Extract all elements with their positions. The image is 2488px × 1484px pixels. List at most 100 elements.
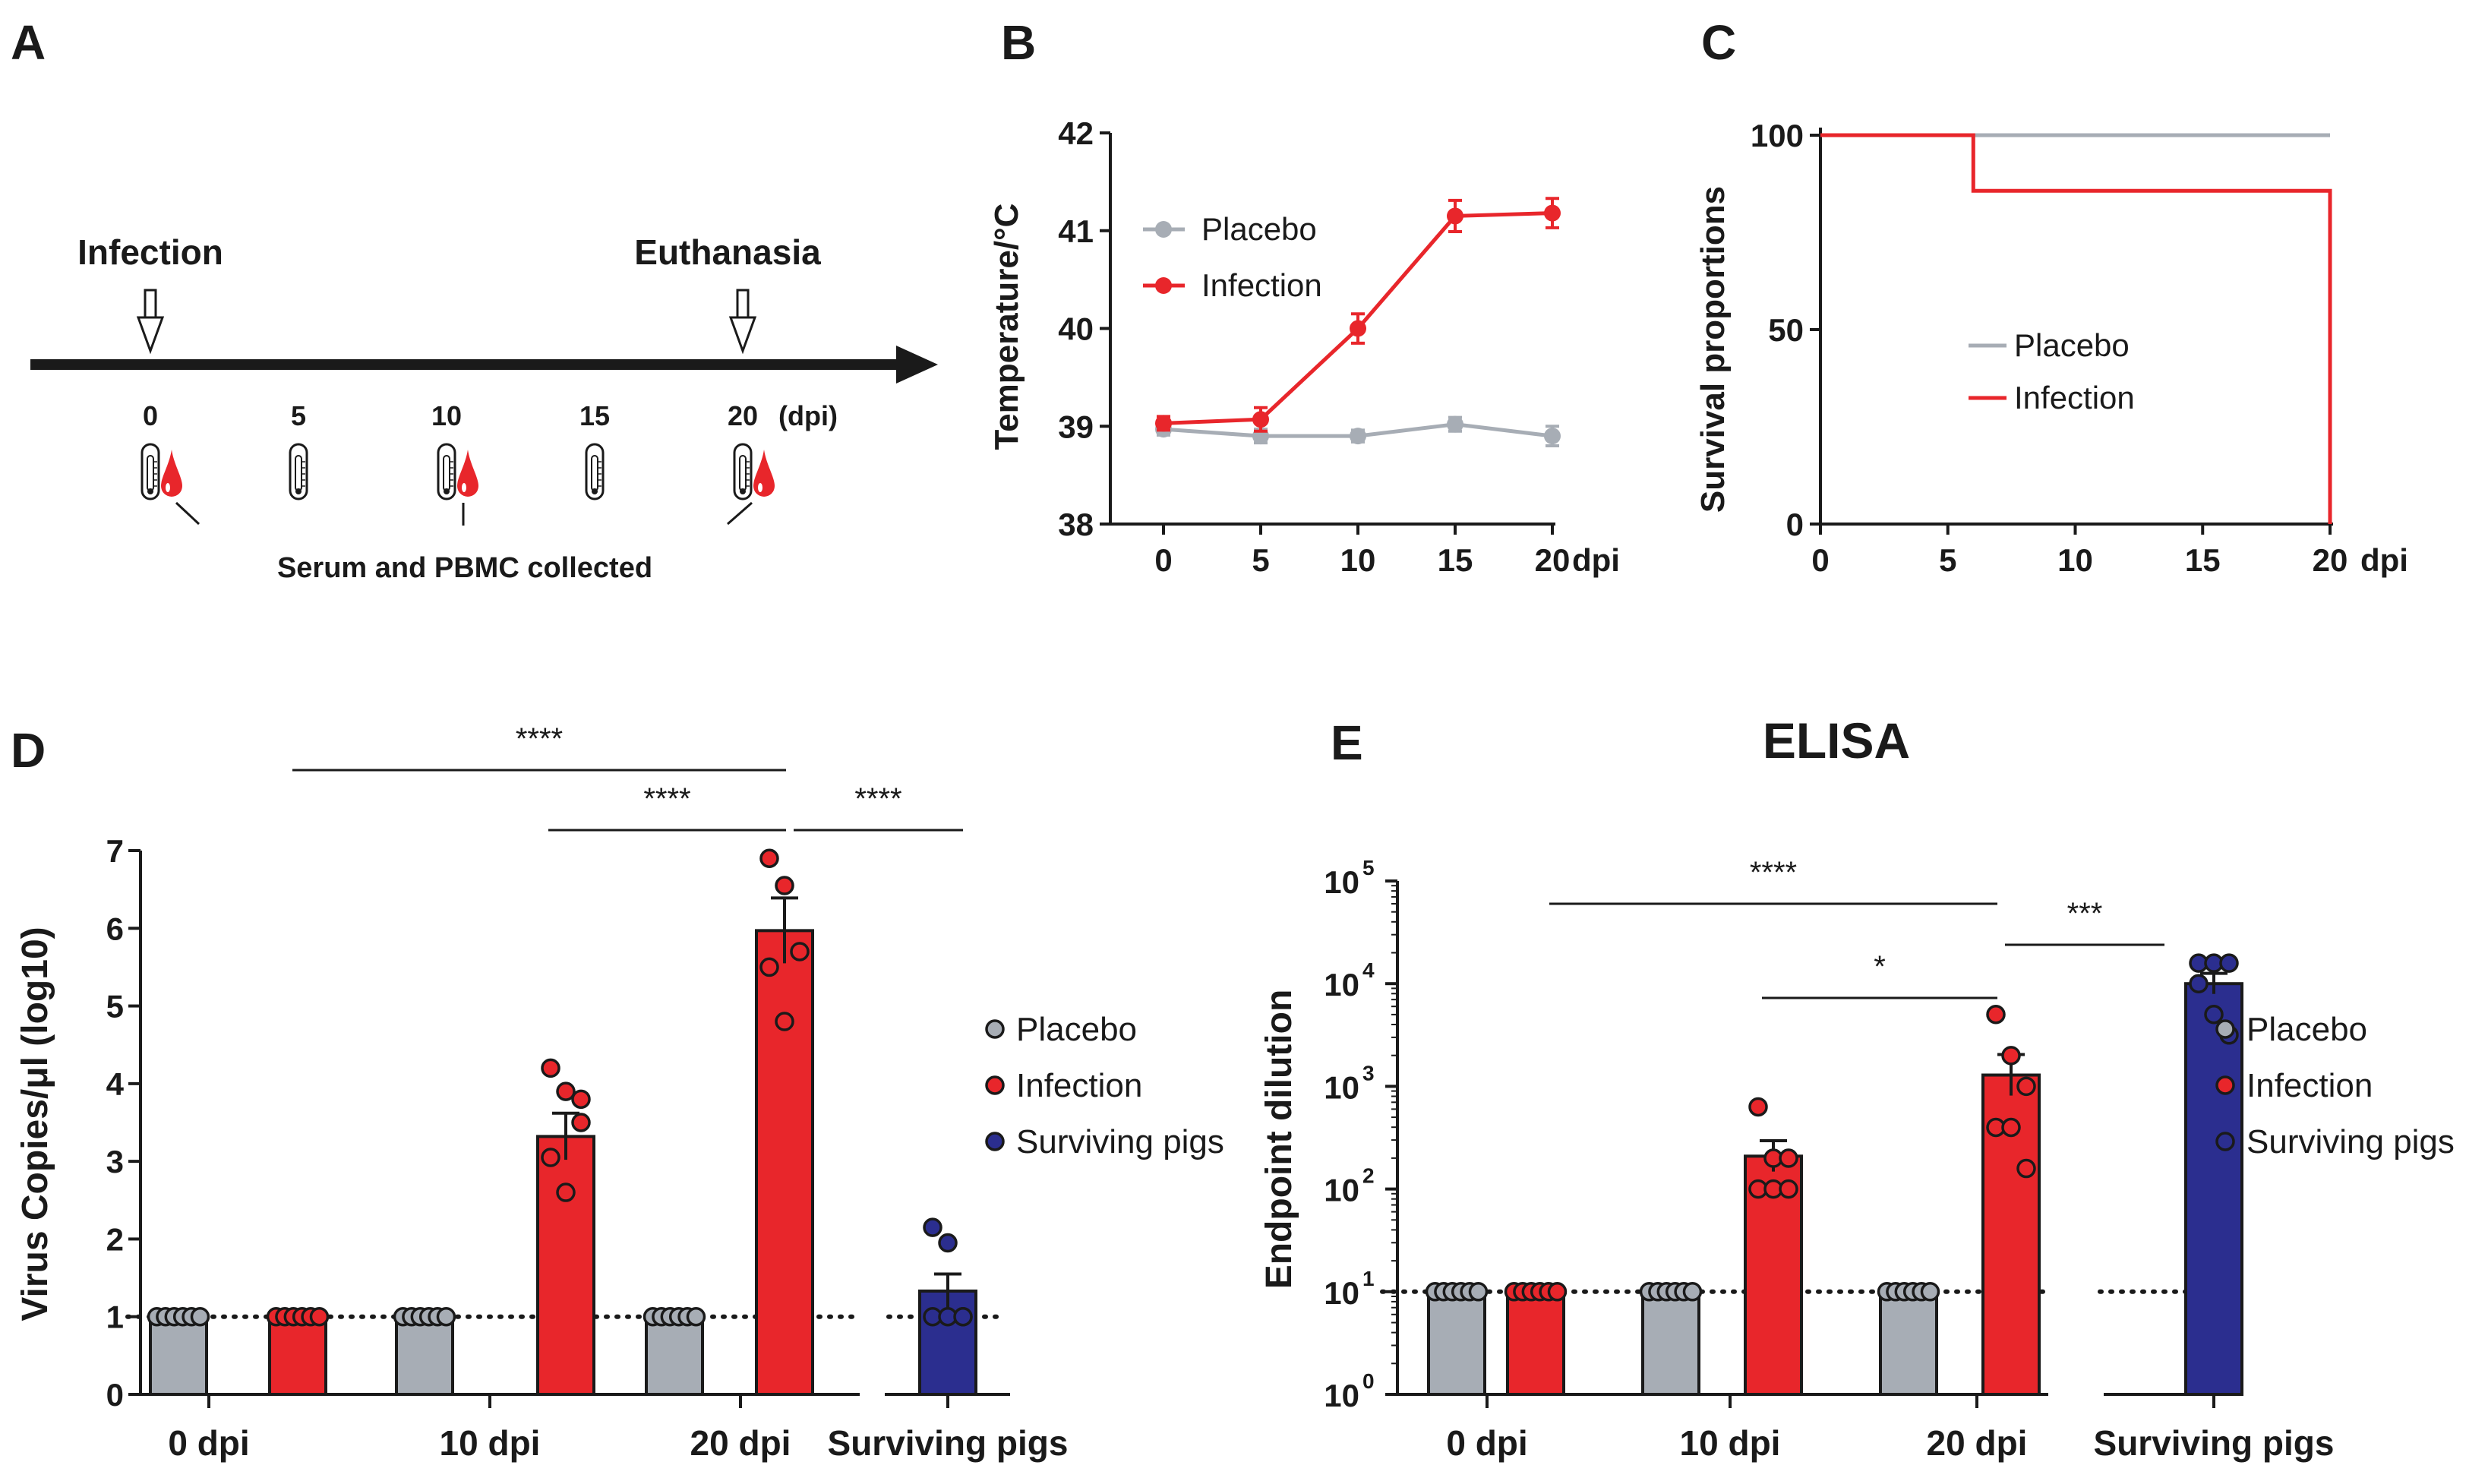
data-point-surviving xyxy=(953,1306,973,1327)
y-tick-label: 10 xyxy=(1324,864,1359,900)
x-tick-label: 0 xyxy=(1154,542,1172,578)
y-tick-label: 50 xyxy=(1768,312,1804,348)
data-point-surviving xyxy=(2219,953,2239,973)
thermometer-bulb xyxy=(295,488,302,494)
y-axis-label: Virus Copies/μl (log10) xyxy=(15,927,55,1321)
panel-c-label: C xyxy=(1701,15,1736,70)
legend-label: Infection xyxy=(2014,380,2135,415)
infection-arrow-icon xyxy=(136,289,165,355)
data-point-placebo xyxy=(1350,428,1366,445)
blood-drop-highlight xyxy=(758,483,763,492)
legend-label: Placebo xyxy=(1016,1011,1137,1048)
y-axis-label: Endpoint dilution xyxy=(1259,990,1299,1290)
category-label: Surviving pigs xyxy=(828,1423,1069,1463)
data-point-surviving xyxy=(938,1233,958,1253)
thermometer-bulb xyxy=(592,488,598,494)
legend-label: Placebo xyxy=(2246,1011,2367,1048)
data-point-infection xyxy=(541,1148,560,1167)
data-point-infection xyxy=(309,1306,330,1327)
thermometer-tube xyxy=(295,455,302,491)
data-point-infection xyxy=(541,1058,560,1078)
infection-label: Infection xyxy=(77,232,223,272)
y-tick-label: 4 xyxy=(106,1066,125,1102)
legend-marker xyxy=(2215,1075,2235,1095)
bar-placebo xyxy=(1427,1290,1486,1397)
y-tick-label: 38 xyxy=(1058,507,1094,542)
collect-line-20 xyxy=(727,501,753,526)
legend-marker xyxy=(985,1075,1005,1095)
data-point-infection xyxy=(2001,1046,2021,1066)
x-tick-label: 20 xyxy=(1535,542,1571,578)
y-tick-label: 39 xyxy=(1058,409,1094,444)
data-point-infection xyxy=(775,876,794,895)
y-axis-label: Temperature/°C xyxy=(988,204,1025,450)
blood-drop-icon xyxy=(457,450,478,497)
y-tick-exponent: 3 xyxy=(1362,1061,1375,1085)
data-point-placebo xyxy=(686,1306,706,1327)
y-tick-label: 5 xyxy=(106,989,124,1025)
legend-label: Infection xyxy=(1201,267,1322,303)
data-point-infection xyxy=(775,1012,794,1031)
data-point-surviving xyxy=(923,1217,942,1237)
bar-placebo xyxy=(1641,1290,1700,1397)
data-point-placebo xyxy=(1544,428,1561,445)
thermometer-icon xyxy=(585,443,605,500)
x-axis-label: dpi xyxy=(2360,542,2408,578)
legend-label: Placebo xyxy=(1201,211,1317,247)
y-tick-label: 1 xyxy=(106,1299,124,1335)
legend-marker xyxy=(1155,277,1172,294)
timeline-tick-0: 0 xyxy=(143,400,158,431)
legend-label: Surviving pigs xyxy=(1016,1123,1224,1160)
panel-a-label: A xyxy=(11,15,46,70)
x-tick-label: 20 xyxy=(2313,542,2348,578)
bar-infection xyxy=(268,1315,327,1396)
legend-label: Infection xyxy=(2246,1067,2373,1104)
data-point-infection xyxy=(2016,1158,2036,1179)
blood-drop-icon xyxy=(753,450,775,497)
data-point-surviving xyxy=(2204,1005,2224,1025)
timeline-tick-5: 5 xyxy=(291,400,306,431)
euthanasia-arrow-icon xyxy=(728,289,757,355)
category-label: 20 dpi xyxy=(690,1423,791,1463)
significance-label: **** xyxy=(1750,856,1797,889)
bar-placebo xyxy=(149,1315,208,1396)
y-tick-exponent: 0 xyxy=(1362,1369,1375,1393)
data-point-infection xyxy=(556,1081,576,1101)
y-tick-label: 10 xyxy=(1324,1173,1359,1208)
x-tick-label: 10 xyxy=(2057,542,2093,578)
x-tick-label: 0 xyxy=(1811,542,1829,578)
thermometer-bulb xyxy=(444,488,450,494)
chart-title: ELISA xyxy=(1763,712,1910,769)
data-point-infection xyxy=(556,1182,576,1202)
data-point-infection xyxy=(1779,1179,1798,1199)
data-point-infection xyxy=(1155,415,1172,432)
blood-drop-icon xyxy=(161,450,182,497)
y-tick-exponent: 4 xyxy=(1362,958,1375,982)
x-tick-label: 15 xyxy=(2185,542,2221,578)
blood-drop-highlight xyxy=(462,483,466,492)
data-point-infection xyxy=(571,1113,591,1132)
category-label: 0 dpi xyxy=(168,1423,249,1463)
thermometer-icon xyxy=(437,443,456,500)
y-tick-label: 40 xyxy=(1058,311,1094,347)
significance-label: **** xyxy=(516,722,563,756)
data-point-surviving xyxy=(2189,974,2209,993)
legend-marker xyxy=(985,1132,1005,1151)
legend-label: Infection xyxy=(1016,1067,1142,1104)
timeline-arrowhead xyxy=(896,346,938,384)
y-tick-label: 0 xyxy=(106,1377,124,1413)
bar-infection xyxy=(755,929,814,1396)
collected-label: Serum and PBMC collected xyxy=(277,552,652,584)
data-point-placebo xyxy=(1447,415,1463,433)
y-tick-label: 10 xyxy=(1324,1275,1359,1311)
bar-surviving xyxy=(2184,982,2243,1396)
y-tick-label: 42 xyxy=(1058,115,1094,151)
thermometer-tube xyxy=(443,455,450,491)
data-point-infection xyxy=(1748,1097,1768,1117)
timeline-unit: (dpi) xyxy=(778,400,838,431)
data-point-infection xyxy=(1547,1282,1568,1302)
y-tick-exponent: 2 xyxy=(1362,1164,1375,1188)
timeline-tick-15: 15 xyxy=(579,400,610,431)
panel-e-label: E xyxy=(1331,715,1363,770)
category-label: 0 dpi xyxy=(1446,1423,1527,1463)
